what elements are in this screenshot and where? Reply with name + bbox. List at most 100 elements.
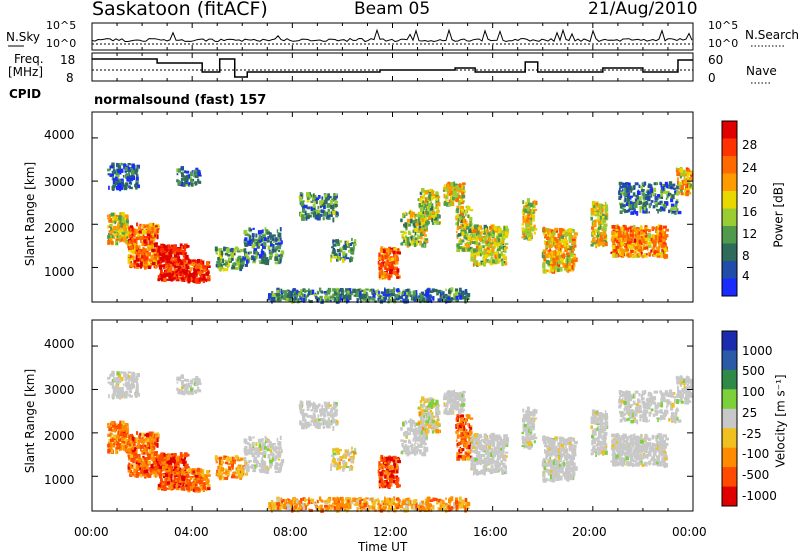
power-cell xyxy=(224,259,227,262)
power-cell xyxy=(159,258,164,263)
power-cell xyxy=(529,202,534,208)
power-cell xyxy=(557,246,560,252)
power-cell xyxy=(644,234,648,238)
vel-cbar-tick-m100: -100 xyxy=(742,447,770,461)
power-cell xyxy=(665,228,669,232)
power-cell xyxy=(421,297,426,302)
power-cell xyxy=(160,247,165,253)
power-cell xyxy=(542,226,546,232)
power-cell xyxy=(425,208,428,213)
power-cell xyxy=(634,211,638,215)
power-cell xyxy=(194,278,199,282)
power-cell xyxy=(168,263,171,268)
power-cell xyxy=(459,219,461,222)
power-cell xyxy=(183,181,187,185)
power-cell xyxy=(231,255,234,258)
power-cell xyxy=(431,203,434,207)
power-cell xyxy=(319,215,321,219)
power-cell xyxy=(319,200,323,205)
power-cell xyxy=(431,195,434,201)
power-cell xyxy=(200,275,204,278)
power-cell xyxy=(107,225,109,229)
power-cell xyxy=(199,267,204,271)
power-cell xyxy=(389,249,393,253)
power-cell xyxy=(116,163,120,167)
power-cell xyxy=(194,181,198,185)
power-cell xyxy=(134,169,138,175)
power-cell xyxy=(327,193,330,196)
power-cell xyxy=(162,266,166,270)
power-cell xyxy=(485,244,488,247)
power-cell xyxy=(244,248,247,252)
power-cell xyxy=(372,289,375,292)
power-cell xyxy=(119,238,121,243)
power-cell xyxy=(422,230,426,235)
power-cell xyxy=(288,291,291,296)
freq-left-tick-bottom: 8 xyxy=(66,71,74,85)
power-cell xyxy=(623,192,627,197)
power-cell xyxy=(566,252,570,256)
power-cell xyxy=(419,207,424,212)
power-cell xyxy=(244,263,248,267)
power-cell xyxy=(269,256,272,260)
power-cell xyxy=(109,235,112,239)
power-cell xyxy=(590,216,593,221)
power-cell xyxy=(458,240,460,244)
power-cell xyxy=(301,217,305,221)
power-cell xyxy=(456,225,460,231)
power-cell xyxy=(620,210,622,213)
power-cell xyxy=(644,196,649,200)
power-cell xyxy=(155,265,157,270)
velocity-cell xyxy=(107,433,109,438)
power-cell xyxy=(599,235,603,239)
power-cell xyxy=(184,266,187,270)
power-cell xyxy=(461,185,464,189)
power-cell xyxy=(185,273,189,277)
power-cell xyxy=(175,259,178,264)
power-cell xyxy=(360,299,362,303)
power-cell xyxy=(143,266,147,269)
power-cell xyxy=(180,260,184,266)
power-cell xyxy=(548,241,551,244)
power-cell xyxy=(300,289,303,293)
power-cell xyxy=(627,186,629,189)
power-cell xyxy=(149,231,154,234)
power-cell xyxy=(144,229,149,233)
power-cell xyxy=(660,244,665,248)
power-cell xyxy=(645,230,647,235)
power-cell xyxy=(197,263,201,266)
power-cell xyxy=(198,277,202,281)
power-cell xyxy=(163,272,168,278)
power-cell xyxy=(387,298,390,304)
power-cell xyxy=(543,268,546,274)
power-cell xyxy=(472,238,476,241)
power-cell xyxy=(616,232,618,236)
power-cell xyxy=(442,189,445,192)
power-cell xyxy=(222,266,225,272)
xtick-1: 04:00 xyxy=(174,525,209,539)
power-cell xyxy=(638,196,642,201)
power-cell xyxy=(496,244,499,249)
power-cell xyxy=(130,234,133,238)
power-cell xyxy=(306,200,310,203)
velocity-cell xyxy=(115,447,120,450)
power-cell xyxy=(185,264,188,267)
power-cell xyxy=(159,261,162,266)
power-cell xyxy=(634,198,638,202)
power-cell xyxy=(590,243,594,247)
cpid-value: normalsound (fast) 157 xyxy=(94,93,267,108)
power-cell xyxy=(386,290,389,295)
power-cell xyxy=(598,226,602,230)
power-cbar-tick-4: 4 xyxy=(742,269,750,283)
power-cell xyxy=(560,245,564,248)
velocity-cell xyxy=(120,448,123,451)
power-cell xyxy=(532,218,535,222)
power-cell xyxy=(349,257,352,263)
power-cell xyxy=(419,243,422,246)
power-cell xyxy=(528,237,532,241)
power-cell xyxy=(660,252,663,258)
power-cell xyxy=(176,274,178,277)
power-cell xyxy=(243,257,246,261)
power-cell xyxy=(305,216,308,221)
power-cell xyxy=(347,290,350,294)
